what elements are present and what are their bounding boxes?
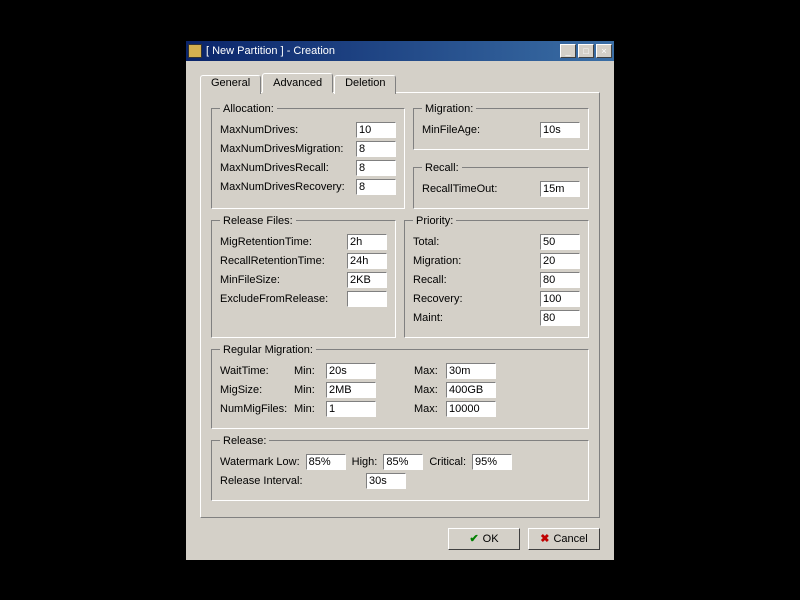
lbl-migretentiontime: MigRetentionTime:: [220, 236, 312, 248]
group-allocation: Allocation: MaxNumDrives: MaxNumDrivesMi…: [211, 103, 405, 209]
check-icon: ✔: [469, 532, 478, 545]
input-priority-recall[interactable]: [540, 272, 580, 288]
input-maxnumdrivesrecall[interactable]: [356, 160, 396, 176]
tab-panel-advanced: Allocation: MaxNumDrives: MaxNumDrivesMi…: [200, 92, 600, 518]
input-recallretentiontime[interactable]: [347, 253, 387, 269]
lbl-watermark-low: Watermark Low:: [220, 456, 300, 468]
lbl-maxnumdrives: MaxNumDrives:: [220, 124, 298, 136]
minimize-button[interactable]: _: [560, 44, 576, 58]
input-maxnumdrivesmigration[interactable]: [356, 141, 396, 157]
input-priority-recovery[interactable]: [540, 291, 580, 307]
group-migration: Migration: MinFileAge:: [413, 103, 589, 150]
input-priority-maint[interactable]: [540, 310, 580, 326]
input-watermark-high[interactable]: [383, 454, 423, 470]
input-watermark-low[interactable]: [306, 454, 346, 470]
lbl-priority-migration: Migration:: [413, 255, 461, 267]
legend-regular-migration: Regular Migration:: [220, 344, 316, 356]
input-waittime-max[interactable]: [446, 363, 496, 379]
tab-deletion[interactable]: Deletion: [334, 75, 396, 94]
lbl-priority-recovery: Recovery:: [413, 293, 463, 305]
input-nummigfiles-min[interactable]: [326, 401, 376, 417]
input-priority-migration[interactable]: [540, 253, 580, 269]
input-minfilesize[interactable]: [347, 272, 387, 288]
lbl-waittime-min: Min:: [294, 365, 322, 377]
lbl-watermark-critical: Critical:: [429, 456, 466, 468]
tab-strip: General Advanced Deletion: [200, 73, 600, 92]
tab-advanced[interactable]: Advanced: [262, 73, 333, 93]
ok-button-label: OK: [483, 533, 499, 545]
lbl-waittime-max: Max:: [414, 365, 442, 377]
group-priority: Priority: Total: Migration: Recall:: [404, 215, 589, 338]
group-regular-migration: Regular Migration: WaitTime: Min: Max: M…: [211, 344, 589, 429]
system-buttons: _ □ ×: [560, 44, 612, 58]
lbl-minfilesize: MinFileSize:: [220, 274, 280, 286]
input-excludefromrelease[interactable]: [347, 291, 387, 307]
lbl-maxnumdrivesmigration: MaxNumDrivesMigration:: [220, 143, 343, 155]
input-migsize-min[interactable]: [326, 382, 376, 398]
titlebar: [ New Partition ] - Creation _ □ ×: [186, 41, 614, 61]
group-release-files: Release Files: MigRetentionTime: RecallR…: [211, 215, 396, 338]
cancel-icon: ✖: [540, 532, 549, 545]
input-minfileage[interactable]: [540, 122, 580, 138]
lbl-nummigfiles-min: Min:: [294, 403, 322, 415]
window-title: [ New Partition ] - Creation: [206, 45, 560, 57]
dialog-buttons: ✔ OK ✖ Cancel: [200, 518, 600, 550]
lbl-nummigfiles: NumMigFiles:: [220, 403, 290, 415]
group-release: Release: Watermark Low: High: Critical: …: [211, 435, 589, 501]
lbl-maxnumdrivesrecovery: MaxNumDrivesRecovery:: [220, 181, 345, 193]
client-area: General Advanced Deletion Allocation: Ma…: [186, 61, 614, 560]
cancel-button[interactable]: ✖ Cancel: [528, 528, 600, 550]
lbl-migsize-min: Min:: [294, 384, 322, 396]
lbl-maxnumdrivesrecall: MaxNumDrivesRecall:: [220, 162, 329, 174]
input-recalltimeout[interactable]: [540, 181, 580, 197]
legend-allocation: Allocation:: [220, 103, 277, 115]
group-recall: Recall: RecallTimeOut:: [413, 162, 589, 209]
tab-general[interactable]: General: [200, 75, 261, 94]
input-priority-total[interactable]: [540, 234, 580, 250]
close-button[interactable]: ×: [596, 44, 612, 58]
lbl-recallretentiontime: RecallRetentionTime:: [220, 255, 325, 267]
lbl-recalltimeout: RecallTimeOut:: [422, 183, 497, 195]
lbl-release-interval: Release Interval:: [220, 475, 360, 487]
lbl-priority-recall: Recall:: [413, 274, 447, 286]
legend-recall: Recall:: [422, 162, 462, 174]
lbl-priority-maint: Maint:: [413, 312, 443, 324]
dialog-window: [ New Partition ] - Creation _ □ × Gener…: [185, 40, 615, 561]
input-nummigfiles-max[interactable]: [446, 401, 496, 417]
window-icon: [188, 44, 202, 58]
legend-release-files: Release Files:: [220, 215, 296, 227]
lbl-priority-total: Total:: [413, 236, 439, 248]
input-migretentiontime[interactable]: [347, 234, 387, 250]
legend-migration: Migration:: [422, 103, 476, 115]
lbl-excludefromrelease: ExcludeFromRelease:: [220, 293, 328, 305]
lbl-waittime: WaitTime:: [220, 365, 290, 377]
lbl-migsize-max: Max:: [414, 384, 442, 396]
input-migsize-max[interactable]: [446, 382, 496, 398]
lbl-migsize: MigSize:: [220, 384, 290, 396]
lbl-nummigfiles-max: Max:: [414, 403, 442, 415]
input-watermark-critical[interactable]: [472, 454, 512, 470]
input-release-interval[interactable]: [366, 473, 406, 489]
maximize-button[interactable]: □: [578, 44, 594, 58]
input-maxnumdrivesrecovery[interactable]: [356, 179, 396, 195]
ok-button[interactable]: ✔ OK: [448, 528, 520, 550]
lbl-watermark-high: High:: [352, 456, 378, 468]
legend-release: Release:: [220, 435, 269, 447]
input-maxnumdrives[interactable]: [356, 122, 396, 138]
cancel-button-label: Cancel: [553, 533, 587, 545]
lbl-minfileage: MinFileAge:: [422, 124, 480, 136]
legend-priority: Priority:: [413, 215, 456, 227]
input-waittime-min[interactable]: [326, 363, 376, 379]
